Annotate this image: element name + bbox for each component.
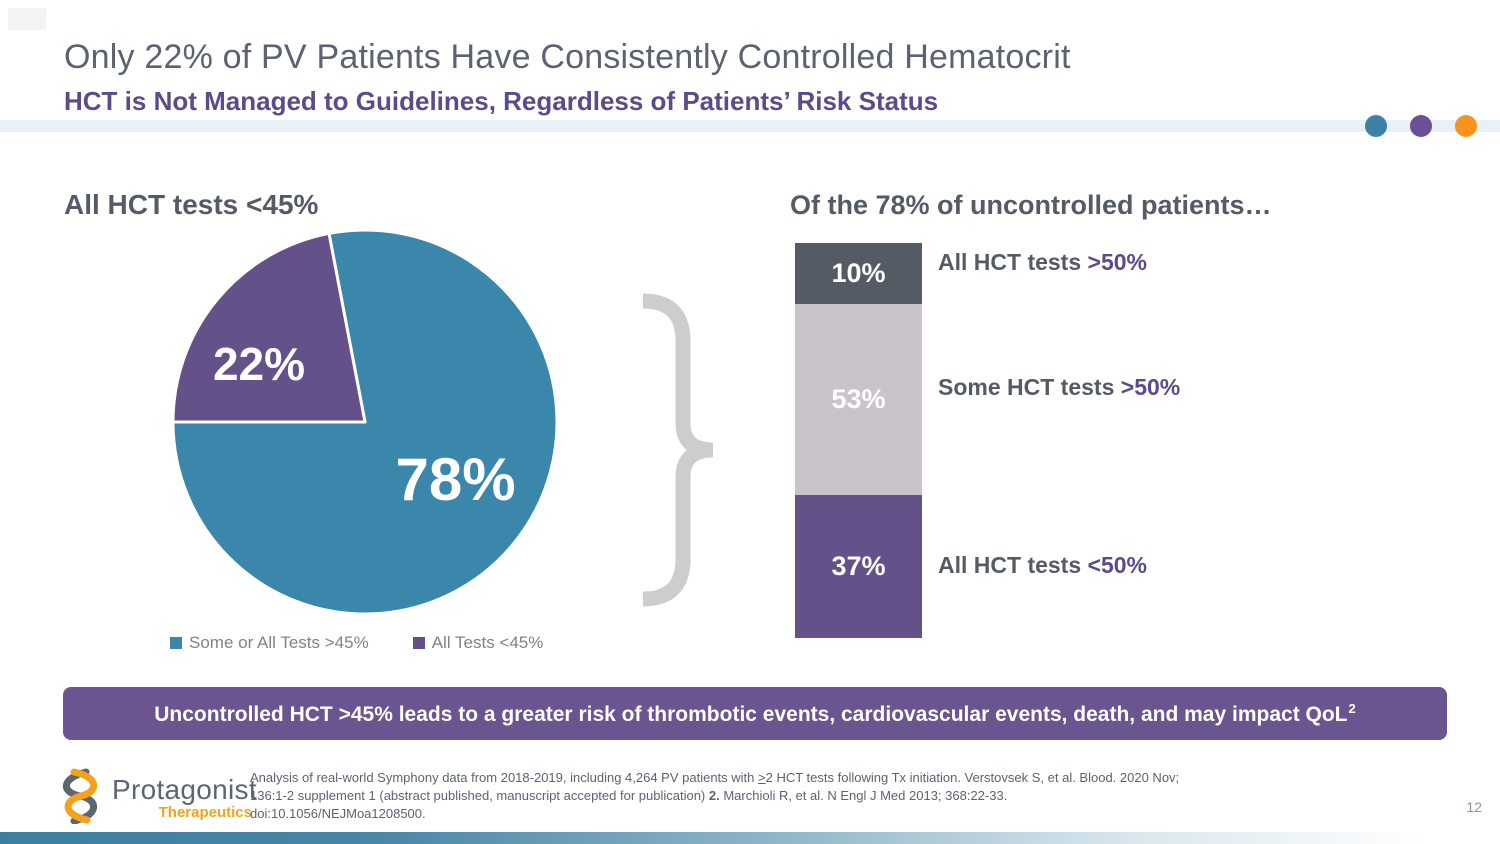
accent-dot-teal (1365, 115, 1387, 137)
accent-dot-orange (1455, 115, 1477, 137)
citation-line-3: doi:10.1056/NEJMoa1208500. (250, 806, 426, 821)
accent-dot-purple (1410, 115, 1432, 137)
legend-label: All Tests <45% (431, 633, 544, 652)
annotation-text: Some HCT tests (938, 374, 1121, 400)
bar-annotation-some-gt50: Some HCT tests >50% (938, 373, 1180, 401)
citation-line-2: 136:1-2 supplement 1 (abstract published… (250, 788, 1008, 803)
bar-segment-label: 53% (831, 384, 886, 415)
helix-icon (63, 768, 98, 824)
logo-sub-name: Therapeutics (158, 804, 252, 821)
annotation-text: All HCT tests (938, 552, 1088, 578)
legend-item-controlled: All Tests <45% (412, 633, 544, 653)
logo-name: Protagonist (112, 774, 257, 805)
page-number: 12 (1466, 799, 1482, 815)
bar-segment-label: 37% (831, 551, 886, 582)
pie-chart (171, 228, 559, 616)
pie-chart-title: All HCT tests <45% (64, 189, 319, 220)
corner-artifact (8, 8, 46, 30)
legend-swatch-teal (170, 637, 182, 649)
bar-annotation-all-lt50: All HCT tests <50% (938, 551, 1147, 579)
citation-line-1: Analysis of real-world Symphony data fro… (250, 770, 1180, 785)
annotation-threshold: >50% (1087, 249, 1147, 275)
annotation-text: All HCT tests (938, 249, 1088, 275)
citation-block: Analysis of real-world Symphony data fro… (250, 769, 1400, 823)
bar-segment-all-gt50: 10% (795, 243, 922, 305)
bar-segment-some-gt50: 53% (795, 304, 922, 496)
reference-superscript: 2 (1348, 700, 1356, 716)
bar-annotation-all-gt50: All HCT tests >50% (938, 248, 1147, 276)
bar-segment-all-lt50: 37% (795, 495, 922, 638)
pie-legend: Some or All Tests >45% All Tests <45% (170, 633, 543, 653)
annotation-threshold: <50% (1087, 552, 1147, 578)
annotation-threshold: >50% (1120, 374, 1181, 400)
bottom-accent-bar (0, 832, 1500, 844)
protagonist-logo: Protagonist Therapeutics (48, 766, 257, 826)
pie-slice-label-22: 22% (212, 338, 306, 390)
stacked-bar-chart: 10% 53% 37% (795, 243, 922, 638)
slide-title: Only 22% of PV Patients Have Consistentl… (64, 38, 1071, 76)
bar-segment-label: 10% (831, 258, 886, 289)
slide-subtitle: HCT is Not Managed to Guidelines, Regard… (64, 86, 939, 116)
takeaway-text: Uncontrolled HCT >45% leads to a greater… (154, 700, 1356, 726)
legend-swatch-purple (412, 637, 425, 649)
bar-chart-title: Of the 78% of uncontrolled patients… (790, 190, 1272, 220)
pie-slice-label-78: 78% (395, 446, 516, 513)
legend-item-uncontrolled: Some or All Tests >45% (170, 633, 369, 653)
legend-label: Some or All Tests >45% (189, 633, 369, 652)
brace-icon (642, 293, 714, 607)
takeaway-banner: Uncontrolled HCT >45% leads to a greater… (63, 687, 1447, 740)
accent-band (0, 120, 1500, 132)
